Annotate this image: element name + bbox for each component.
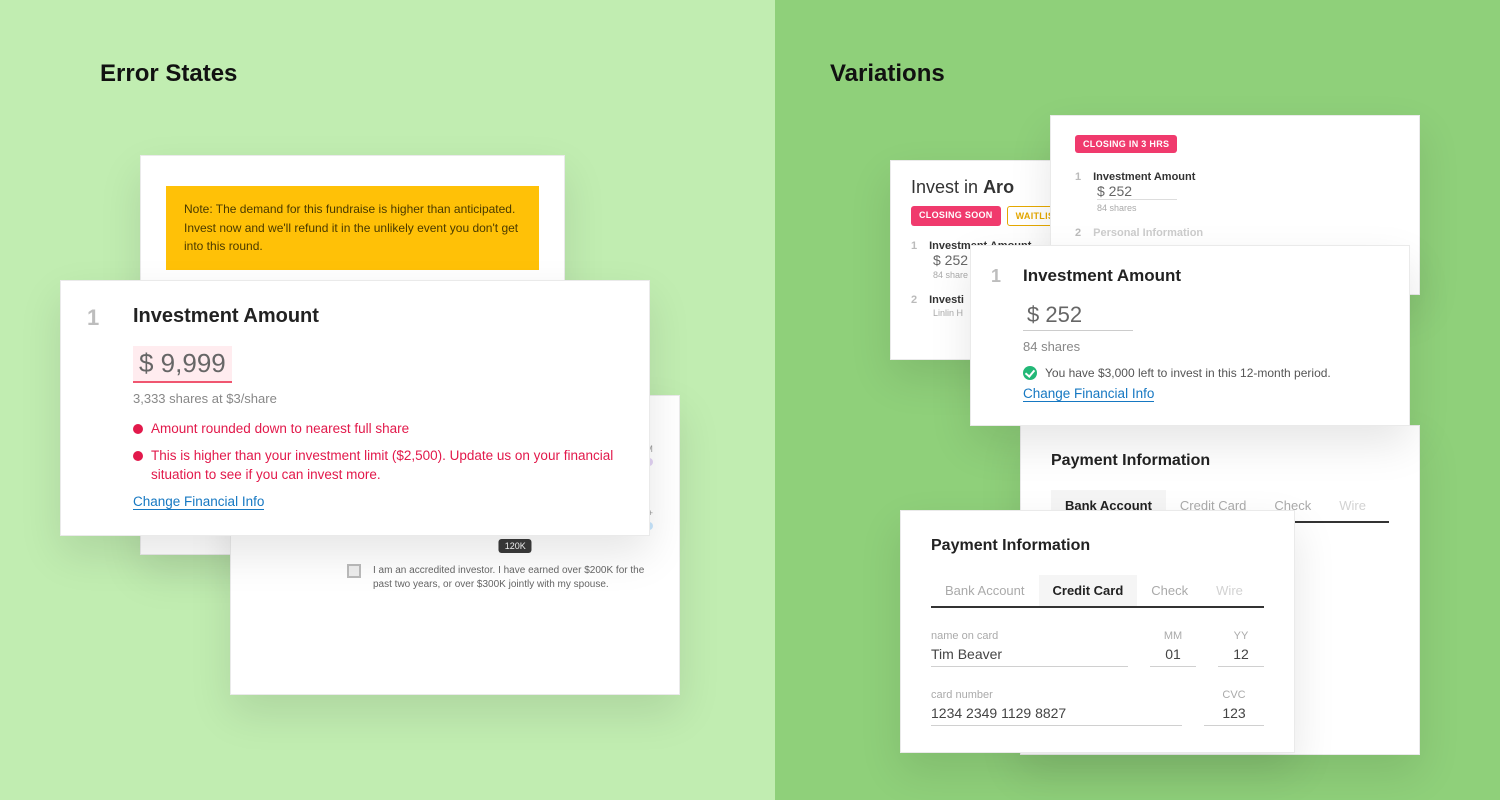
step-number: 1 <box>991 266 1001 287</box>
exp-year-input[interactable]: 12 <box>1218 646 1264 667</box>
payment-tabs: Bank AccountCredit CardCheckWire <box>931 575 1264 608</box>
payment-title: Payment Information <box>1051 452 1389 470</box>
invest-in-title: Invest in Aro <box>911 177 1069 198</box>
check-icon <box>1023 366 1037 380</box>
name-on-card-input[interactable]: Tim Beaver <box>931 646 1128 667</box>
section-title: Investment Amount <box>133 305 617 328</box>
card-number-label: card number <box>931 689 1182 701</box>
yy-label: YY <box>1218 630 1264 642</box>
shares-subtext: 3,333 shares at $3/share <box>133 391 617 406</box>
error-item: Amount rounded down to nearest full shar… <box>133 420 617 439</box>
tab-credit-card[interactable]: Credit Card <box>1039 575 1138 606</box>
name-on-card-label: name on card <box>931 630 1128 642</box>
tab-wire: Wire <box>1202 575 1257 606</box>
error-item: This is higher than your investment limi… <box>133 447 617 485</box>
panel-title-left: Error States <box>100 60 237 88</box>
tab-bank-account[interactable]: Bank Account <box>931 575 1039 606</box>
cvc-label: CVC <box>1204 689 1264 701</box>
closing-in-pill: CLOSING IN 3 HRS <box>1075 135 1177 153</box>
fundraise-note: Note: The demand for this fundraise is h… <box>166 186 539 270</box>
tab-check[interactable]: Check <box>1137 575 1202 606</box>
error-list: Amount rounded down to nearest full shar… <box>133 420 617 485</box>
investment-amount-input[interactable]: $ 252 <box>1023 300 1133 331</box>
section-title: Investment Amount <box>1023 266 1383 286</box>
payment-title: Payment Information <box>931 537 1264 555</box>
panel-title-right: Variations <box>830 60 945 88</box>
payment-info-card-credit: Payment Information Bank AccountCredit C… <box>900 510 1295 753</box>
accredited-checkbox[interactable] <box>347 564 361 578</box>
closing-soon-pill: CLOSING SOON <box>911 206 1001 226</box>
investment-amount-info-card: 1 Investment Amount $ 252 84 shares You … <box>970 245 1410 426</box>
error-states-panel: Error States Note: The demand for this f… <box>0 0 775 800</box>
change-financial-info-link[interactable]: Change Financial Info <box>1023 386 1154 402</box>
variations-panel: Variations Invest in Aro CLOSING SOON WA… <box>775 0 1500 800</box>
step-number: 1 <box>87 305 99 331</box>
investment-amount-input[interactable]: $ 9,999 <box>133 346 232 383</box>
cvc-input[interactable]: 123 <box>1204 705 1264 726</box>
change-financial-info-link[interactable]: Change Financial Info <box>133 494 264 510</box>
accredited-text: I am an accredited investor. I have earn… <box>373 564 653 592</box>
exp-month-input[interactable]: 01 <box>1150 646 1196 667</box>
remaining-limit-text: You have $3,000 left to invest in this 1… <box>1045 366 1331 380</box>
investment-amount-error-card: 1 Investment Amount $ 9,999 3,333 shares… <box>60 280 650 536</box>
card-number-input[interactable]: 1234 2349 1129 8827 <box>931 705 1182 726</box>
mm-label: MM <box>1150 630 1196 642</box>
tab-wire: Wire <box>1325 490 1380 521</box>
shares-subtext: 84 shares <box>1023 339 1383 354</box>
